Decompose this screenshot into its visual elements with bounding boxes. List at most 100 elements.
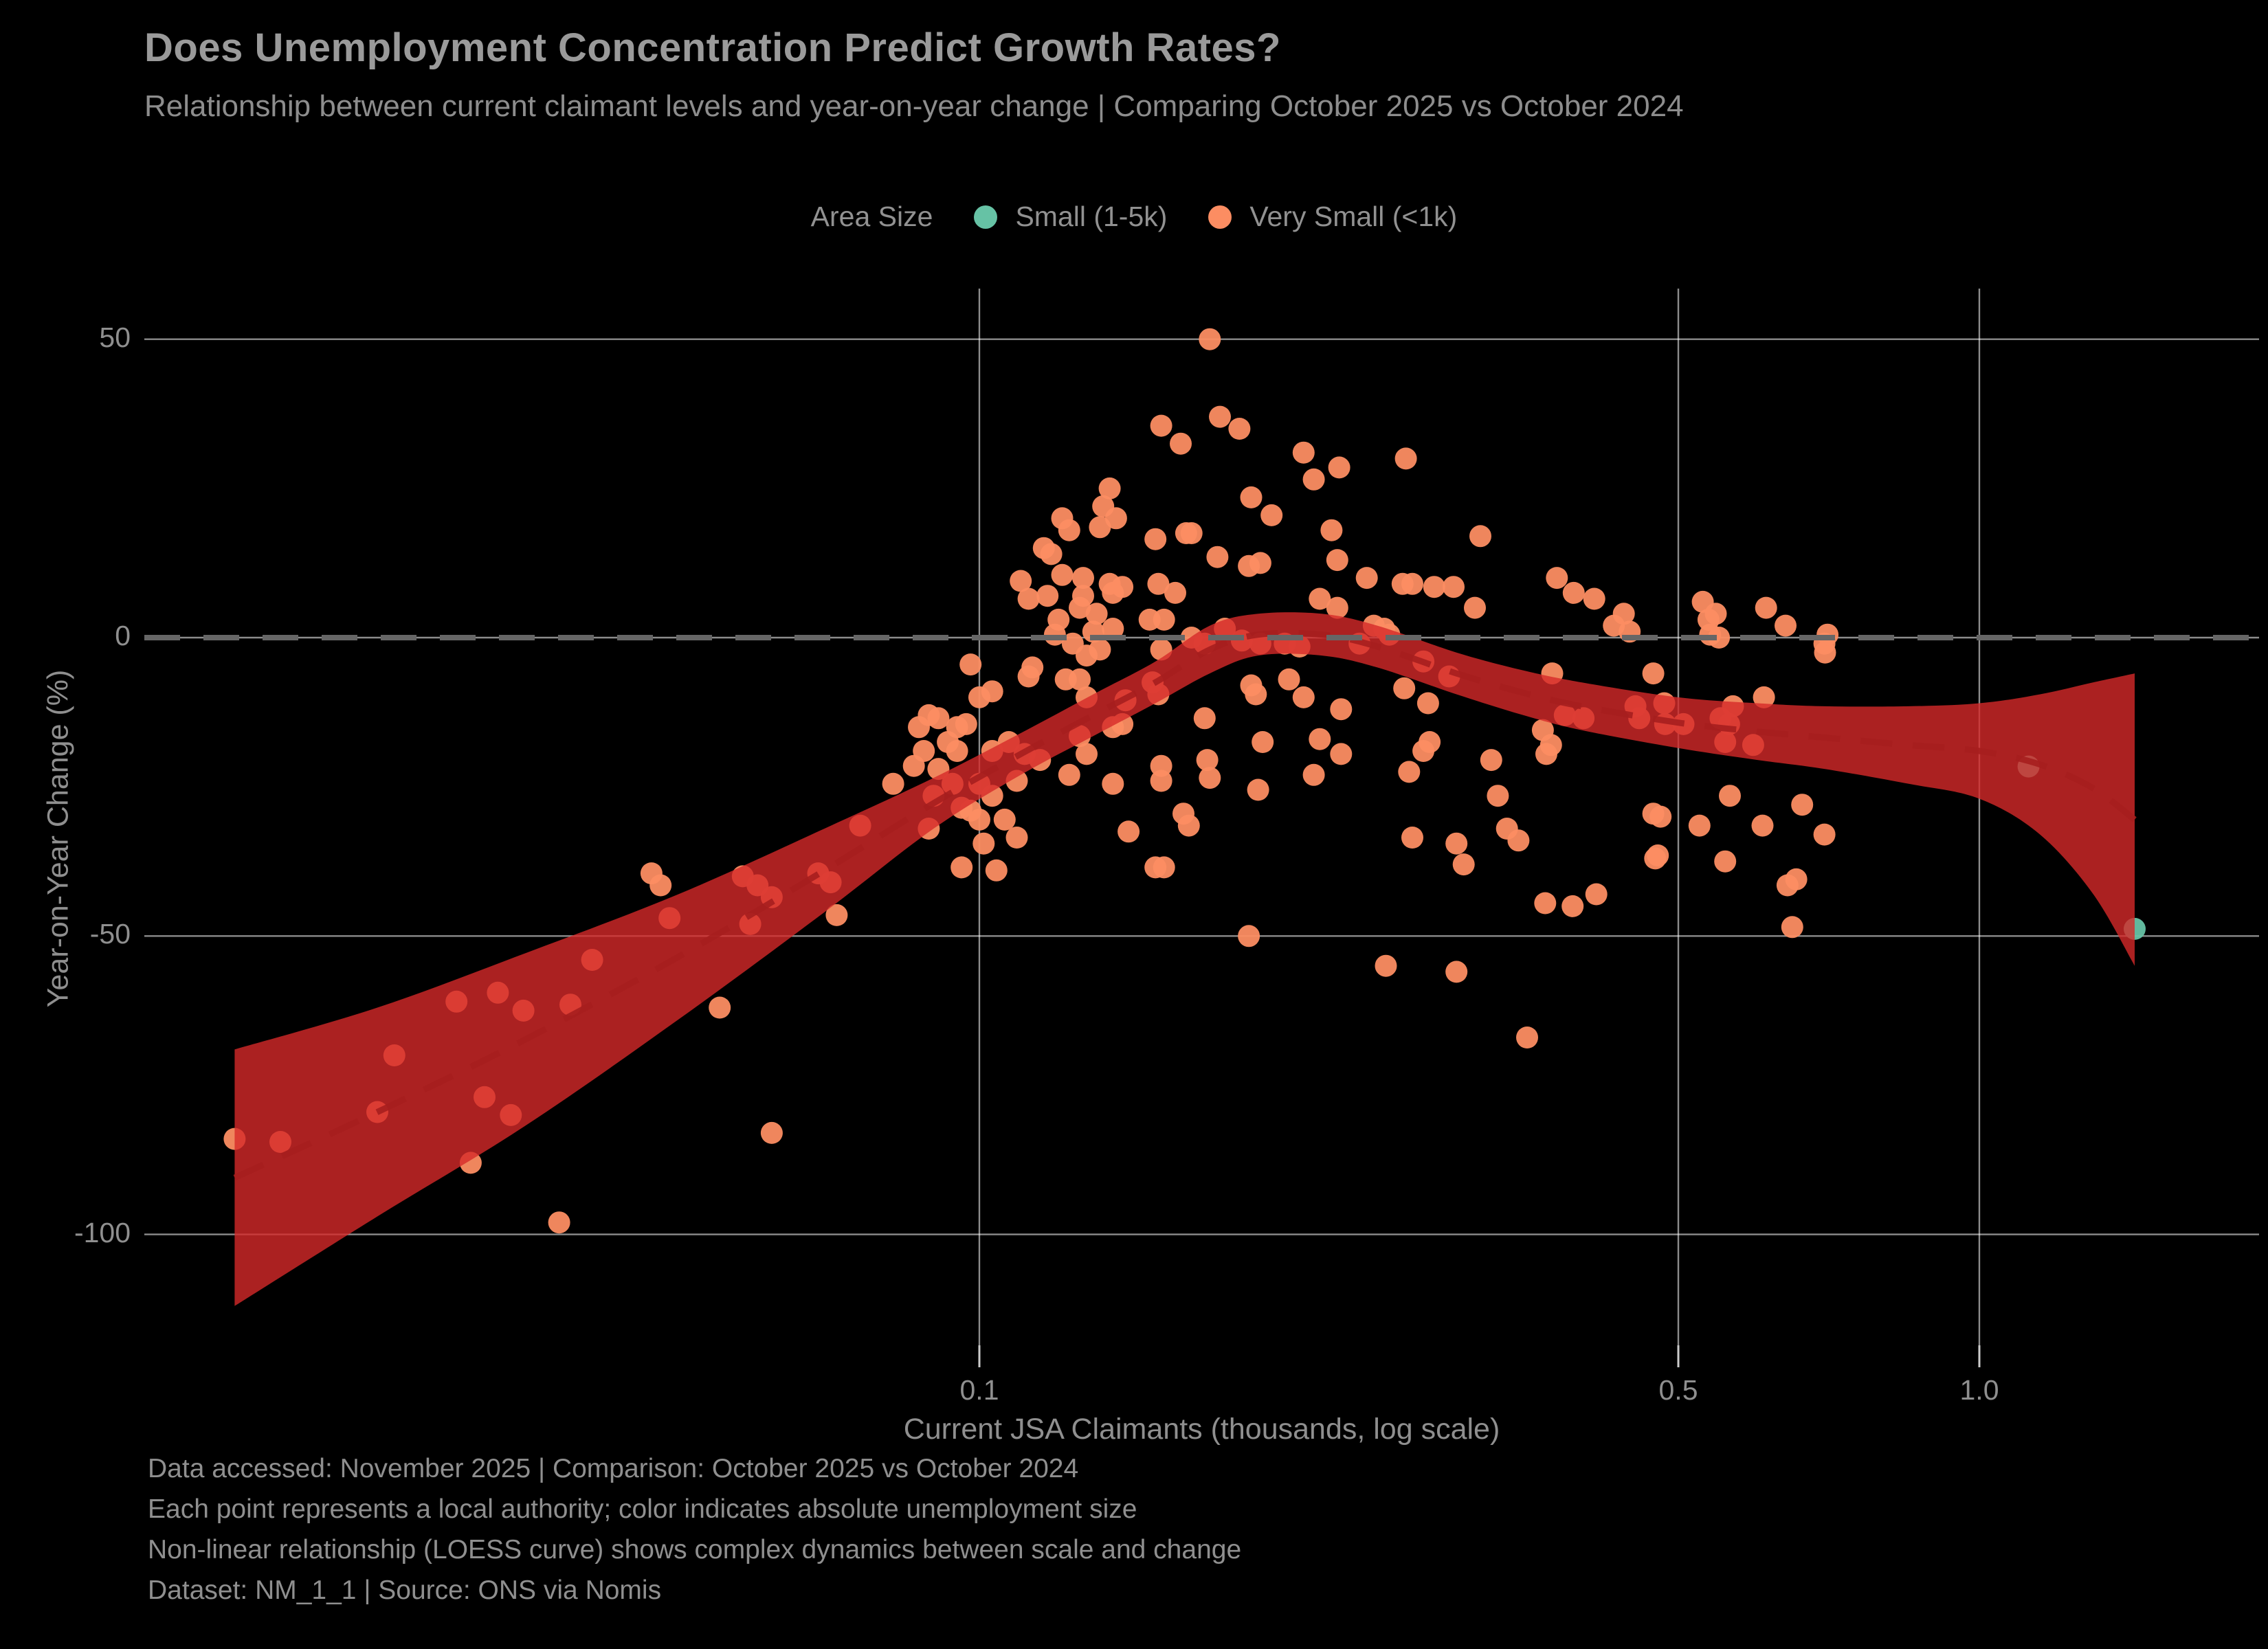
data-point[interactable] — [1416, 692, 1439, 715]
data-point[interactable] — [1111, 576, 1134, 598]
data-point[interactable] — [1010, 570, 1032, 592]
data-point[interactable] — [1539, 734, 1562, 756]
data-point[interactable] — [1058, 519, 1080, 541]
data-point[interactable] — [1487, 785, 1509, 807]
data-point[interactable] — [1562, 581, 1585, 604]
data-point[interactable] — [1612, 603, 1635, 625]
data-point[interactable] — [1209, 405, 1231, 428]
data-point[interactable] — [1719, 785, 1741, 807]
data-point[interactable] — [1047, 608, 1070, 631]
data-point[interactable] — [882, 772, 904, 795]
data-point[interactable] — [1708, 627, 1731, 649]
data-point[interactable] — [1102, 772, 1124, 795]
data-point[interactable] — [968, 808, 990, 831]
legend-item-very-small[interactable]: Very Small (<1k) — [1208, 201, 1457, 233]
data-point[interactable] — [1443, 576, 1465, 598]
data-point[interactable] — [1005, 827, 1028, 849]
data-point[interactable] — [1245, 683, 1267, 706]
data-point[interactable] — [993, 808, 1016, 831]
data-point[interactable] — [1292, 686, 1315, 708]
data-point[interactable] — [1058, 763, 1080, 786]
data-point[interactable] — [1394, 447, 1417, 470]
data-point[interactable] — [1534, 892, 1557, 915]
data-point[interactable] — [1199, 767, 1221, 789]
data-point[interactable] — [1309, 587, 1331, 610]
data-point[interactable] — [1036, 585, 1059, 607]
data-point[interactable] — [927, 707, 950, 730]
data-point[interactable] — [1098, 477, 1121, 500]
data-point[interactable] — [1649, 805, 1672, 828]
data-point[interactable] — [1642, 662, 1665, 685]
data-point[interactable] — [548, 1211, 570, 1234]
data-point[interactable] — [1781, 916, 1803, 939]
data-point[interactable] — [1118, 820, 1140, 843]
data-point[interactable] — [955, 713, 977, 735]
data-point[interactable] — [1561, 895, 1584, 917]
data-point[interactable] — [1017, 665, 1040, 688]
data-point[interactable] — [946, 740, 968, 762]
data-point[interactable] — [1144, 528, 1167, 550]
data-point[interactable] — [1464, 596, 1486, 619]
data-point[interactable] — [1751, 814, 1774, 837]
data-point[interactable] — [1585, 883, 1608, 906]
data-point[interactable] — [1089, 638, 1111, 661]
data-point[interactable] — [1326, 596, 1348, 619]
data-point[interactable] — [1260, 504, 1283, 526]
data-point[interactable] — [950, 856, 973, 879]
data-point[interactable] — [1328, 456, 1350, 479]
data-point[interactable] — [1199, 328, 1221, 350]
data-point[interactable] — [1153, 856, 1175, 879]
data-point[interactable] — [1164, 581, 1186, 604]
data-point[interactable] — [1089, 516, 1111, 539]
data-point[interactable] — [1247, 778, 1269, 801]
data-point[interactable] — [1469, 525, 1491, 548]
data-point[interactable] — [1150, 414, 1172, 437]
data-point[interactable] — [1785, 868, 1808, 890]
data-point[interactable] — [1393, 677, 1416, 699]
data-point[interactable] — [1516, 1027, 1538, 1048]
data-point[interactable] — [1206, 546, 1229, 568]
data-point[interactable] — [1252, 731, 1274, 753]
data-point[interactable] — [1401, 572, 1423, 595]
data-point[interactable] — [1170, 432, 1192, 455]
data-point[interactable] — [1072, 567, 1094, 590]
data-point[interactable] — [1240, 486, 1263, 508]
data-point[interactable] — [972, 832, 995, 855]
data-point[interactable] — [1302, 468, 1325, 491]
data-point[interactable] — [1355, 567, 1378, 590]
data-point[interactable] — [1583, 587, 1605, 610]
data-point[interactable] — [1791, 794, 1814, 816]
data-point[interactable] — [1330, 698, 1353, 721]
data-point[interactable] — [1375, 954, 1397, 977]
data-point[interactable] — [1180, 522, 1203, 544]
data-point[interactable] — [1755, 596, 1777, 619]
data-point[interactable] — [1302, 763, 1325, 786]
data-point[interactable] — [1423, 576, 1445, 598]
data-point[interactable] — [649, 874, 672, 897]
data-point[interactable] — [1704, 603, 1727, 625]
data-point[interactable] — [913, 740, 935, 762]
data-point[interactable] — [1196, 749, 1219, 772]
legend-item-small[interactable]: Small (1-5k) — [974, 201, 1167, 233]
data-point[interactable] — [1714, 850, 1737, 873]
data-point[interactable] — [1330, 743, 1353, 765]
data-point[interactable] — [1051, 563, 1074, 586]
data-point[interactable] — [1076, 743, 1098, 765]
data-point[interactable] — [1814, 641, 1836, 664]
data-point[interactable] — [981, 680, 1003, 703]
data-point[interactable] — [1507, 829, 1530, 852]
data-point[interactable] — [1401, 827, 1423, 849]
data-point[interactable] — [1452, 853, 1475, 876]
data-point[interactable] — [1688, 814, 1711, 837]
data-point[interactable] — [1753, 686, 1775, 708]
data-point[interactable] — [1419, 731, 1441, 753]
data-point[interactable] — [1150, 770, 1172, 792]
data-point[interactable] — [1193, 707, 1216, 730]
data-point[interactable] — [1309, 728, 1331, 750]
data-point[interactable] — [1320, 519, 1343, 541]
data-point[interactable] — [1069, 668, 1091, 691]
data-point[interactable] — [1249, 552, 1271, 574]
data-point[interactable] — [1647, 844, 1669, 866]
data-point[interactable] — [1177, 814, 1200, 837]
data-point[interactable] — [1445, 832, 1468, 855]
